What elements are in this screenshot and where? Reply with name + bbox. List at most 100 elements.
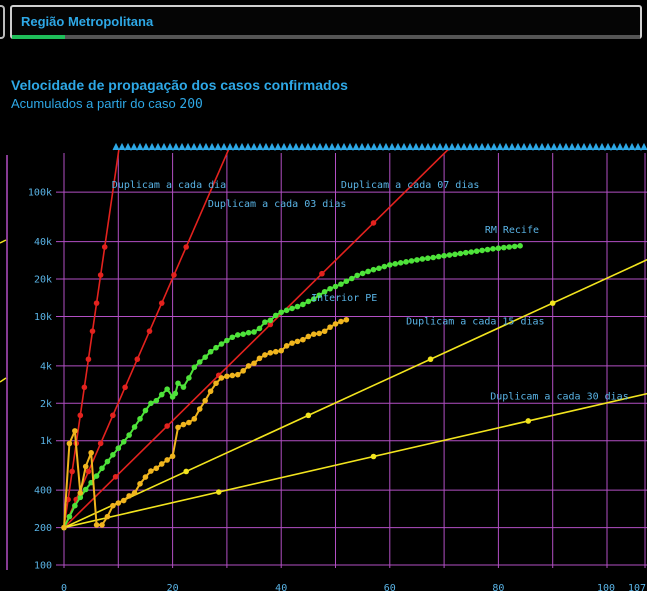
series-line: [63, 318, 347, 528]
series-point: [332, 283, 339, 290]
series-point: [392, 261, 399, 267]
series-point: [77, 490, 84, 496]
y-tick-label: 20k: [34, 275, 52, 286]
series-point: [294, 303, 301, 310]
reference-point: [85, 468, 92, 475]
series-point: [213, 344, 219, 351]
series-point: [234, 371, 241, 378]
series-point: [104, 458, 111, 465]
series-point: [354, 272, 361, 279]
series-point: [283, 343, 290, 349]
series-point: [495, 245, 502, 252]
series-point: [256, 355, 263, 362]
series-point: [479, 247, 485, 254]
series-point: [175, 380, 181, 387]
series-point: [93, 473, 100, 479]
series-point: [506, 244, 513, 250]
series-point: [397, 260, 404, 266]
y-tick-label: 40k: [34, 237, 52, 248]
x-tick-label: 0: [61, 583, 67, 591]
series-point: [207, 388, 214, 395]
region-select-value: Região Metropolitana: [21, 14, 154, 29]
series-point: [338, 281, 344, 287]
series-point: [148, 468, 154, 474]
series-label: RM Recife: [485, 225, 539, 236]
series-point: [408, 258, 415, 264]
series-point: [381, 263, 388, 270]
series-point: [158, 461, 165, 467]
series-point: [316, 292, 323, 299]
series-point: [88, 449, 94, 456]
series-point: [72, 502, 78, 509]
reference-point: [81, 384, 88, 391]
series-point: [104, 513, 111, 520]
series-point: [131, 490, 138, 496]
series-point: [224, 373, 230, 380]
reference-point: [427, 356, 434, 363]
reference-point: [122, 384, 128, 391]
reference-line-label: Duplicam a cada 03 dias: [208, 199, 346, 210]
series-point: [251, 360, 257, 367]
series-point: [463, 249, 469, 256]
series-point: [310, 296, 317, 302]
reference-point: [134, 356, 141, 363]
series-point: [207, 348, 214, 355]
series-point: [110, 452, 116, 458]
reference-point: [267, 321, 274, 328]
plot-area: [0, 150, 647, 531]
series-point: [66, 440, 73, 447]
reference-point: [171, 272, 177, 278]
reference-point: [93, 300, 100, 306]
series-point: [218, 341, 225, 347]
series-point: [213, 380, 219, 387]
reference-point: [549, 300, 556, 306]
series-point: [202, 354, 208, 360]
reference-point: [305, 412, 312, 419]
series-point: [191, 364, 198, 371]
left-panel-edge: [0, 0, 5, 591]
series-point: [240, 331, 246, 337]
series-point: [289, 340, 295, 346]
series-point: [82, 486, 89, 493]
series-point: [93, 522, 100, 528]
series-point: [419, 256, 426, 262]
y-tick-label: 1k: [40, 436, 52, 447]
series-point: [457, 250, 464, 257]
series-point: [120, 497, 127, 504]
series-point: [343, 278, 350, 285]
series-point: [131, 424, 138, 430]
series-point: [196, 359, 203, 365]
reference-line-label: Duplicam a cada 07 dias: [341, 180, 479, 191]
progress-bar: [12, 35, 640, 39]
series-point: [359, 270, 366, 277]
reference-point: [183, 468, 189, 475]
x-tick-label: 40: [275, 583, 287, 591]
top-ribbon: [112, 142, 647, 152]
reference-point: [85, 356, 92, 363]
series-point: [234, 332, 241, 338]
series-point: [517, 243, 523, 249]
series-point: [186, 419, 192, 426]
reference-line: [63, 258, 647, 529]
series-point: [72, 428, 78, 434]
series-point: [310, 331, 317, 337]
region-select[interactable]: Região Metropolitana: [10, 5, 642, 39]
reference-point: [146, 328, 153, 334]
y-tick-label: 100: [34, 561, 52, 572]
series-point: [196, 406, 203, 412]
series-point: [289, 305, 295, 312]
series-point: [435, 253, 442, 260]
series-point: [256, 325, 263, 332]
series-point: [99, 465, 105, 472]
series-point: [294, 338, 301, 345]
reference-point: [319, 270, 325, 277]
series-point: [164, 386, 170, 392]
series-point: [191, 416, 198, 422]
series-point: [229, 372, 236, 379]
reference-point: [97, 440, 104, 447]
y-tick-label: 4k: [40, 361, 52, 372]
series-point: [126, 432, 132, 438]
y-tick-label: 10k: [34, 312, 52, 323]
series-point: [245, 329, 252, 336]
series-point: [158, 391, 165, 398]
